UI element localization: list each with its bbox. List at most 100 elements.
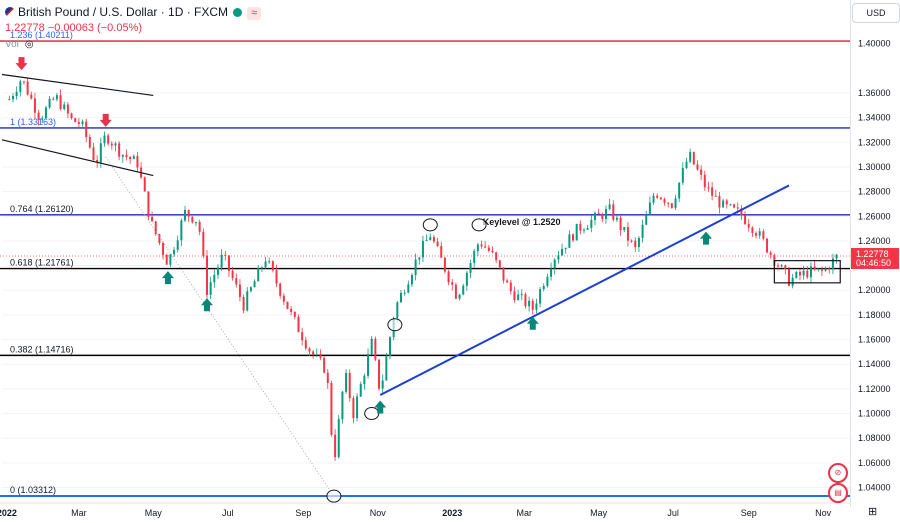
candle-body bbox=[608, 204, 611, 210]
flag-badge-icon[interactable]: ▤ bbox=[828, 483, 848, 503]
candle-body bbox=[542, 286, 545, 290]
candle-body bbox=[506, 280, 509, 283]
candle-body bbox=[487, 247, 490, 251]
fib-level-label: 1 (1.33163) bbox=[10, 117, 56, 127]
candle-body bbox=[110, 143, 113, 146]
alert-badge-icon[interactable]: ⊘ bbox=[828, 463, 848, 483]
candle-body bbox=[231, 270, 234, 279]
price-tick-label: 1.12000 bbox=[858, 384, 891, 394]
candle-body bbox=[462, 285, 465, 295]
candle-body bbox=[722, 200, 725, 208]
candle-body bbox=[173, 249, 176, 255]
candle-body bbox=[656, 195, 659, 198]
candle-body bbox=[733, 204, 736, 208]
candle-body bbox=[777, 265, 780, 267]
candle-body bbox=[564, 247, 567, 249]
time-tick-label: 2022 bbox=[0, 508, 17, 518]
candle-body bbox=[162, 242, 165, 255]
candle-body bbox=[370, 338, 373, 355]
pivot-circle bbox=[471, 218, 487, 232]
candle-body bbox=[659, 197, 662, 200]
up-arrow-icon bbox=[374, 400, 387, 414]
candle-body bbox=[352, 398, 355, 419]
candle-body bbox=[396, 302, 399, 319]
candle-body bbox=[517, 294, 520, 301]
candle-body bbox=[227, 255, 230, 271]
candle-body bbox=[641, 224, 644, 238]
symbol-header[interactable]: British Pound / U.S. Dollar · 1D · FXCM ≈ bbox=[5, 5, 262, 20]
candle-body bbox=[418, 257, 421, 260]
candle-body bbox=[374, 338, 377, 360]
currency-button[interactable]: USD bbox=[852, 3, 900, 23]
projection-line bbox=[105, 156, 335, 497]
candle-body bbox=[634, 240, 637, 248]
candle-body bbox=[689, 151, 692, 162]
candle-body bbox=[107, 135, 110, 144]
price-tick-label: 1.34000 bbox=[858, 113, 891, 123]
candle-body bbox=[337, 419, 340, 458]
candle-body bbox=[817, 268, 820, 270]
candle-body bbox=[19, 81, 22, 92]
candle-body bbox=[744, 215, 747, 225]
wave-badge[interactable]: ≈ bbox=[247, 7, 262, 20]
down-arrow-icon bbox=[99, 113, 112, 127]
time-axis: 2022 Mar May Jul Sep Nov 2023 Mar May Jul Sep Nov bbox=[0, 502, 850, 518]
up-arrow-icon bbox=[526, 316, 539, 330]
candle-body bbox=[367, 354, 370, 376]
candle-body bbox=[806, 270, 809, 278]
candle-body bbox=[209, 282, 212, 295]
candle-body bbox=[667, 202, 670, 204]
candle-body bbox=[480, 244, 483, 247]
volume-legend: Vol ◎ bbox=[5, 39, 34, 50]
candle-body bbox=[531, 300, 534, 310]
candle-body bbox=[835, 254, 838, 259]
symbol-title[interactable]: British Pound / U.S. Dollar · 1D · FXCM bbox=[18, 5, 229, 19]
candle-body bbox=[491, 250, 494, 253]
candle-body bbox=[484, 246, 487, 248]
candle-body bbox=[421, 240, 424, 258]
price-grid bbox=[2, 43, 850, 488]
settings-corner-icon[interactable]: ⊞ bbox=[868, 506, 878, 518]
candle-body bbox=[623, 227, 626, 231]
candle-body bbox=[568, 234, 571, 248]
candle-body bbox=[41, 118, 44, 120]
candle-body bbox=[26, 81, 29, 95]
current-price-tag bbox=[851, 247, 899, 269]
candle-body bbox=[301, 332, 304, 341]
candle-body bbox=[286, 301, 289, 309]
price-axis-divider bbox=[850, 0, 851, 507]
candle-body bbox=[509, 282, 512, 292]
candle-body bbox=[399, 292, 402, 303]
candle-body bbox=[539, 289, 542, 304]
candle-body bbox=[703, 174, 706, 188]
candle-body bbox=[711, 187, 714, 196]
candle-body bbox=[103, 135, 106, 144]
markers bbox=[15, 57, 713, 503]
candle-body bbox=[414, 259, 417, 275]
candle-body bbox=[385, 356, 388, 381]
price-tick-label: 1.28000 bbox=[858, 187, 891, 197]
candle-body bbox=[381, 380, 384, 389]
candle-body bbox=[242, 297, 245, 311]
candle-body bbox=[469, 262, 472, 273]
candle-body bbox=[447, 271, 450, 283]
candle-body bbox=[158, 234, 161, 243]
candle-body bbox=[652, 195, 655, 203]
candle-body bbox=[520, 294, 523, 296]
candle-body bbox=[762, 231, 765, 239]
candle-body bbox=[465, 272, 468, 286]
price-tick-label: 1.10000 bbox=[858, 409, 891, 419]
candle-body bbox=[685, 161, 688, 169]
fib-level-label: 0.618 (1.21761) bbox=[10, 258, 74, 268]
candle-body bbox=[597, 213, 600, 215]
candle-body bbox=[795, 271, 798, 278]
time-tick-label: Sep bbox=[741, 508, 757, 518]
candle-body bbox=[561, 248, 564, 256]
visibility-eye-icon[interactable]: ◎ bbox=[24, 39, 34, 50]
candle-body bbox=[246, 291, 249, 311]
candle-body bbox=[557, 255, 560, 260]
candle-body bbox=[11, 96, 14, 100]
candle-body bbox=[809, 266, 812, 278]
candle-body bbox=[645, 214, 648, 225]
